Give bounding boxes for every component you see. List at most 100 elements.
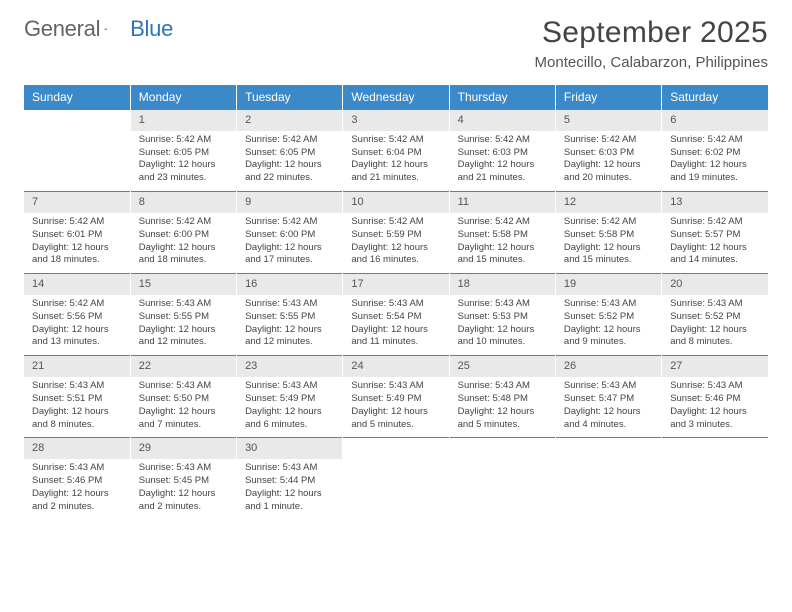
weekday-header: Wednesday — [343, 85, 449, 110]
sunset-text: Sunset: 5:52 PM — [670, 311, 760, 324]
day-data: Sunrise: 5:43 AMSunset: 5:49 PMDaylight:… — [343, 377, 448, 437]
sunrise-text: Sunrise: 5:43 AM — [245, 380, 334, 393]
day-number: 24 — [343, 356, 448, 377]
day-number: 19 — [556, 274, 661, 295]
day-number: 15 — [131, 274, 236, 295]
day-data: Sunrise: 5:43 AMSunset: 5:50 PMDaylight:… — [131, 377, 236, 437]
day-data: Sunrise: 5:42 AMSunset: 6:01 PMDaylight:… — [24, 213, 130, 273]
daylight-text: Daylight: 12 hours and 21 minutes. — [458, 159, 547, 185]
day-data: Sunrise: 5:42 AMSunset: 6:02 PMDaylight:… — [662, 131, 768, 191]
daylight-text: Daylight: 12 hours and 17 minutes. — [245, 242, 334, 268]
daylight-text: Daylight: 12 hours and 21 minutes. — [351, 159, 440, 185]
sunrise-text: Sunrise: 5:42 AM — [458, 134, 547, 147]
sunset-text: Sunset: 5:58 PM — [458, 229, 547, 242]
weekday-header: Monday — [130, 85, 236, 110]
sunrise-text: Sunrise: 5:42 AM — [351, 134, 440, 147]
sunset-text: Sunset: 6:04 PM — [351, 147, 440, 160]
day-data: Sunrise: 5:42 AMSunset: 5:58 PMDaylight:… — [450, 213, 555, 273]
daylight-text: Daylight: 12 hours and 12 minutes. — [245, 324, 334, 350]
calendar-cell: 18Sunrise: 5:43 AMSunset: 5:53 PMDayligh… — [449, 274, 555, 356]
day-number: 20 — [662, 274, 768, 295]
daylight-text: Daylight: 12 hours and 11 minutes. — [351, 324, 440, 350]
day-data: Sunrise: 5:42 AMSunset: 5:59 PMDaylight:… — [343, 213, 448, 273]
calendar-cell: 5Sunrise: 5:42 AMSunset: 6:03 PMDaylight… — [555, 110, 661, 192]
day-number: 30 — [237, 438, 342, 459]
sunrise-text: Sunrise: 5:42 AM — [32, 216, 122, 229]
day-number: 7 — [24, 192, 130, 213]
day-number: 9 — [237, 192, 342, 213]
sunrise-text: Sunrise: 5:43 AM — [32, 462, 122, 475]
calendar-cell: 7Sunrise: 5:42 AMSunset: 6:01 PMDaylight… — [24, 192, 130, 274]
sunset-text: Sunset: 6:05 PM — [245, 147, 334, 160]
page-subtitle: Montecillo, Calabarzon, Philippines — [535, 54, 768, 71]
day-number: 6 — [662, 110, 768, 131]
calendar-cell: 15Sunrise: 5:43 AMSunset: 5:55 PMDayligh… — [130, 274, 236, 356]
daylight-text: Daylight: 12 hours and 2 minutes. — [139, 488, 228, 514]
day-data: Sunrise: 5:42 AMSunset: 5:57 PMDaylight:… — [662, 213, 768, 273]
sunrise-text: Sunrise: 5:43 AM — [32, 380, 122, 393]
calendar-cell: 8Sunrise: 5:42 AMSunset: 6:00 PMDaylight… — [130, 192, 236, 274]
day-number: 11 — [450, 192, 555, 213]
sunset-text: Sunset: 5:52 PM — [564, 311, 653, 324]
daylight-text: Daylight: 12 hours and 7 minutes. — [139, 406, 228, 432]
day-data: Sunrise: 5:42 AMSunset: 6:00 PMDaylight:… — [237, 213, 342, 273]
title-block: September 2025 Montecillo, Calabarzon, P… — [535, 16, 768, 71]
calendar-table: SundayMondayTuesdayWednesdayThursdayFrid… — [24, 85, 768, 519]
day-number: 27 — [662, 356, 768, 377]
weekday-header: Tuesday — [237, 85, 343, 110]
daylight-text: Daylight: 12 hours and 13 minutes. — [32, 324, 122, 350]
day-data: Sunrise: 5:43 AMSunset: 5:47 PMDaylight:… — [556, 377, 661, 437]
calendar-cell: 23Sunrise: 5:43 AMSunset: 5:49 PMDayligh… — [237, 356, 343, 438]
daylight-text: Daylight: 12 hours and 8 minutes. — [670, 324, 760, 350]
sunset-text: Sunset: 5:51 PM — [32, 393, 122, 406]
logo-text-2: Blue — [130, 16, 173, 42]
calendar-cell: 16Sunrise: 5:43 AMSunset: 5:55 PMDayligh… — [237, 274, 343, 356]
daylight-text: Daylight: 12 hours and 1 minute. — [245, 488, 334, 514]
calendar-cell: 12Sunrise: 5:42 AMSunset: 5:58 PMDayligh… — [555, 192, 661, 274]
sunset-text: Sunset: 5:56 PM — [32, 311, 122, 324]
day-data: Sunrise: 5:43 AMSunset: 5:54 PMDaylight:… — [343, 295, 448, 355]
sunset-text: Sunset: 6:03 PM — [458, 147, 547, 160]
day-data: Sunrise: 5:43 AMSunset: 5:46 PMDaylight:… — [662, 377, 768, 437]
day-number: 13 — [662, 192, 768, 213]
sunrise-text: Sunrise: 5:43 AM — [670, 380, 760, 393]
sunrise-text: Sunrise: 5:42 AM — [458, 216, 547, 229]
day-data: Sunrise: 5:42 AMSunset: 6:05 PMDaylight:… — [237, 131, 342, 191]
sunset-text: Sunset: 6:03 PM — [564, 147, 653, 160]
day-data: Sunrise: 5:43 AMSunset: 5:48 PMDaylight:… — [450, 377, 555, 437]
day-number: 8 — [131, 192, 236, 213]
daylight-text: Daylight: 12 hours and 5 minutes. — [351, 406, 440, 432]
sunset-text: Sunset: 5:44 PM — [245, 475, 334, 488]
day-number: 28 — [24, 438, 130, 459]
calendar-cell: 1Sunrise: 5:42 AMSunset: 6:05 PMDaylight… — [130, 110, 236, 192]
daylight-text: Daylight: 12 hours and 5 minutes. — [458, 406, 547, 432]
calendar-cell: 13Sunrise: 5:42 AMSunset: 5:57 PMDayligh… — [662, 192, 768, 274]
daylight-text: Daylight: 12 hours and 15 minutes. — [564, 242, 653, 268]
daylight-text: Daylight: 12 hours and 20 minutes. — [564, 159, 653, 185]
day-data: Sunrise: 5:43 AMSunset: 5:55 PMDaylight:… — [237, 295, 342, 355]
calendar-cell: 28Sunrise: 5:43 AMSunset: 5:46 PMDayligh… — [24, 438, 130, 520]
sunset-text: Sunset: 5:55 PM — [139, 311, 228, 324]
sunrise-text: Sunrise: 5:42 AM — [670, 216, 760, 229]
day-number: 14 — [24, 274, 130, 295]
page-title: September 2025 — [535, 16, 768, 50]
daylight-text: Daylight: 12 hours and 18 minutes. — [32, 242, 122, 268]
calendar-head: SundayMondayTuesdayWednesdayThursdayFrid… — [24, 85, 768, 110]
daylight-text: Daylight: 12 hours and 22 minutes. — [245, 159, 334, 185]
daylight-text: Daylight: 12 hours and 12 minutes. — [139, 324, 228, 350]
calendar-week-row: 28Sunrise: 5:43 AMSunset: 5:46 PMDayligh… — [24, 438, 768, 520]
calendar-cell: 4Sunrise: 5:42 AMSunset: 6:03 PMDaylight… — [449, 110, 555, 192]
day-number: 23 — [237, 356, 342, 377]
sunset-text: Sunset: 6:00 PM — [245, 229, 334, 242]
sunrise-text: Sunrise: 5:43 AM — [564, 298, 653, 311]
day-data: Sunrise: 5:42 AMSunset: 5:56 PMDaylight:… — [24, 295, 130, 355]
calendar-cell: 11Sunrise: 5:42 AMSunset: 5:58 PMDayligh… — [449, 192, 555, 274]
calendar-cell: 17Sunrise: 5:43 AMSunset: 5:54 PMDayligh… — [343, 274, 449, 356]
calendar-week-row: ..1Sunrise: 5:42 AMSunset: 6:05 PMDaylig… — [24, 110, 768, 192]
day-data: Sunrise: 5:43 AMSunset: 5:52 PMDaylight:… — [662, 295, 768, 355]
sunrise-text: Sunrise: 5:42 AM — [245, 216, 334, 229]
sunset-text: Sunset: 6:01 PM — [32, 229, 122, 242]
day-data: Sunrise: 5:43 AMSunset: 5:45 PMDaylight:… — [131, 459, 236, 519]
day-data: Sunrise: 5:42 AMSunset: 6:00 PMDaylight:… — [131, 213, 236, 273]
sunrise-text: Sunrise: 5:43 AM — [139, 380, 228, 393]
